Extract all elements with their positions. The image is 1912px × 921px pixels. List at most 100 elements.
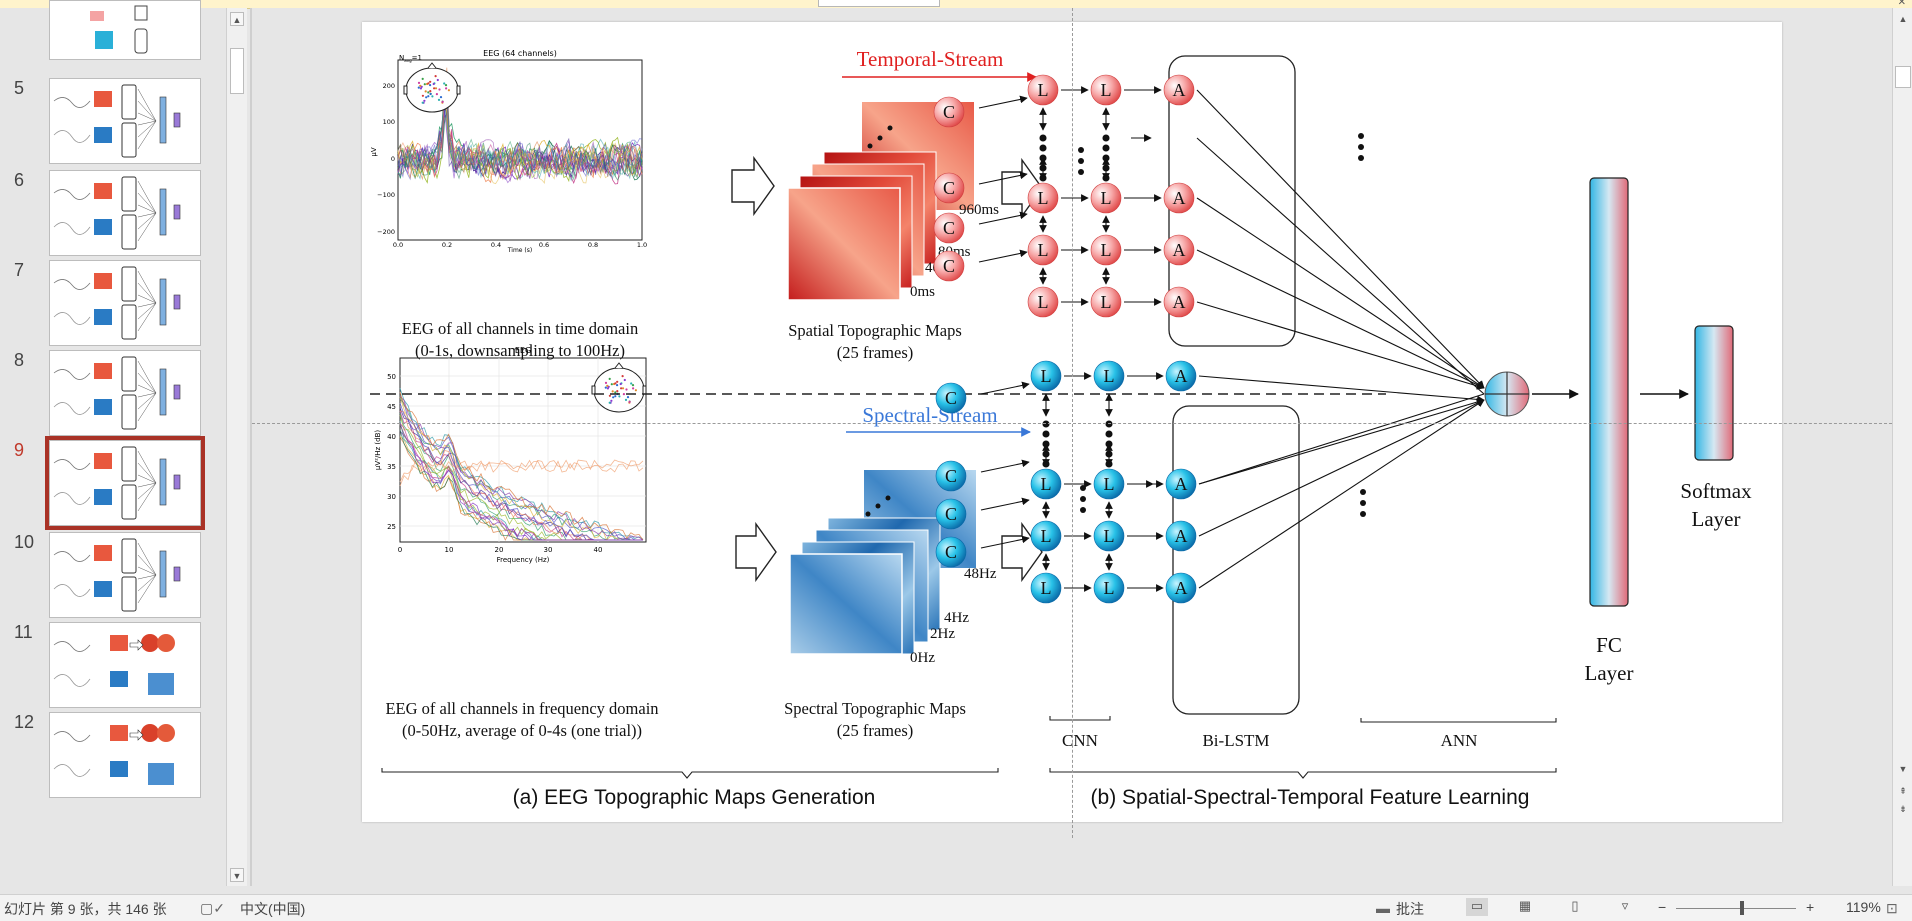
slide-thumbnail[interactable] <box>49 712 201 798</box>
next-slide-icon[interactable]: ⇟ <box>1899 804 1907 814</box>
temporal-stream-label: Temporal-Stream <box>857 47 1004 71</box>
slide-thumbnail[interactable] <box>49 350 201 436</box>
scroll-up-icon[interactable]: ▲ <box>1898 14 1908 24</box>
time-ytick: 200 <box>383 82 395 90</box>
slide-number: 10 <box>14 532 35 552</box>
slide-number: 12 <box>14 712 35 732</box>
scroll-thumb[interactable] <box>230 48 244 94</box>
svg-text:L: L <box>1104 474 1115 494</box>
notes-button[interactable]: 批注 <box>1396 901 1424 917</box>
panel-divider[interactable] <box>250 8 252 886</box>
cnn-node: C <box>935 536 967 568</box>
time-xtick: 0.0 <box>393 241 403 249</box>
freq-ytick: 40 <box>387 433 396 441</box>
scroll-down-icon[interactable]: ▼ <box>230 868 244 882</box>
slide-number: 5 <box>14 78 25 98</box>
reading-view-icon[interactable]: ▯ <box>1571 898 1579 913</box>
svg-text:C: C <box>945 504 957 524</box>
scroll-up-icon[interactable]: ▲ <box>230 12 244 26</box>
spectral-caption: Spectral Topographic Maps <box>784 699 966 718</box>
frame-label: 960ms <box>959 202 999 218</box>
svg-text:L: L <box>1041 578 1052 598</box>
lstm-node: L <box>1027 182 1059 214</box>
spectral-caption: (25 frames) <box>837 721 914 740</box>
zoom-slider-knob[interactable] <box>1740 901 1744 915</box>
ann-node: A <box>1163 234 1195 266</box>
freq-caption: (0-50Hz, average of 0-4s (one trial)) <box>402 721 642 740</box>
svg-text:L: L <box>1038 80 1049 100</box>
fc-label: Layer <box>1585 661 1634 685</box>
freq-caption: EEG of all channels in frequency domain <box>385 699 658 718</box>
freq-ytick: 25 <box>387 523 396 531</box>
scroll-thumb[interactable] <box>1895 66 1911 88</box>
frame-label: 2Hz <box>930 626 955 642</box>
slide-thumbnail[interactable] <box>49 260 201 346</box>
svg-text:C: C <box>945 542 957 562</box>
scroll-down-icon[interactable]: ▼ <box>1898 764 1908 774</box>
freq-plot-xunit: Frequency (Hz) <box>497 556 550 564</box>
svg-text:C: C <box>945 466 957 486</box>
svg-text:L: L <box>1041 366 1052 386</box>
language-indicator[interactable]: 中文(中国) <box>240 901 306 917</box>
svg-text:L: L <box>1104 578 1115 598</box>
hollow-arrow-icon <box>731 155 775 217</box>
freq-xtick: 40 <box>594 546 603 554</box>
svg-text:C: C <box>943 218 955 238</box>
frame-label: 4Hz <box>944 610 969 626</box>
spectral-topographic-maps: 48Hz 4Hz 2Hz 0Hz <box>789 470 997 666</box>
zoom-in-button[interactable]: + <box>1806 899 1815 915</box>
fc-layer-bar <box>1589 177 1629 607</box>
slide-thumbnail[interactable] <box>49 532 201 618</box>
svg-text:C: C <box>943 102 955 122</box>
lstm-node: L <box>1030 572 1062 604</box>
panel-a-title: (a) EEG Topographic Maps Generation <box>513 786 876 809</box>
frame-label: 48Hz <box>964 566 997 582</box>
time-xtick: 0.4 <box>491 241 501 249</box>
close-icon[interactable]: ✕ <box>1897 0 1906 8</box>
slide-thumbnail[interactable] <box>49 170 201 256</box>
ann-node: A <box>1163 74 1195 106</box>
slide-thumbnail[interactable] <box>49 0 201 60</box>
cnn-node: C <box>935 498 967 530</box>
lstm-node: L <box>1027 74 1059 106</box>
spellcheck-icon[interactable]: ▢✓ <box>200 900 225 916</box>
svg-text:L: L <box>1101 292 1112 312</box>
editor-scrollbar[interactable]: ▲ ▼ ⇞ ⇟ <box>1892 8 1912 886</box>
frame-label: 0Hz <box>910 650 935 666</box>
slideshow-icon[interactable]: ▿ <box>1621 898 1629 913</box>
svg-text:L: L <box>1101 188 1112 208</box>
lstm-node: L <box>1030 520 1062 552</box>
ann-node: A <box>1165 520 1197 552</box>
slide-sorter-icon[interactable]: ▦ <box>1518 898 1532 913</box>
thumbnail-scrollbar[interactable]: ▲ ▼ <box>226 8 247 886</box>
time-traces <box>397 67 643 185</box>
zoom-slider-track[interactable] <box>1676 908 1796 909</box>
svg-text:L: L <box>1104 526 1115 546</box>
svg-text:C: C <box>943 178 955 198</box>
freq-ytick: 30 <box>387 493 396 501</box>
slide-thumbnail[interactable] <box>49 622 201 708</box>
time-ytick: 0 <box>391 155 395 163</box>
prev-slide-icon[interactable]: ⇞ <box>1899 786 1907 796</box>
concatenate-node-icon <box>1484 371 1530 417</box>
lstm-node: L <box>1027 234 1059 266</box>
normal-view-icon[interactable]: ▭ <box>1466 898 1488 916</box>
svg-text:L: L <box>1101 240 1112 260</box>
guide-horizontal[interactable] <box>252 423 1892 424</box>
freq-plot-title: EEG <box>515 346 531 355</box>
svg-text:L: L <box>1041 474 1052 494</box>
slide-thumbnail[interactable] <box>45 436 205 530</box>
zoom-level[interactable]: 119% <box>1846 899 1881 915</box>
fit-slide-icon[interactable]: ⊡ <box>1886 900 1898 916</box>
ann-node: A <box>1163 182 1195 214</box>
time-xtick: 0.2 <box>442 241 452 249</box>
cnn-node: C <box>933 212 965 244</box>
slide-thumbnail[interactable] <box>49 78 201 164</box>
comment-icon[interactable]: ▬ <box>1376 900 1390 916</box>
fc-label: FC <box>1596 633 1622 657</box>
window-tab[interactable] <box>818 0 940 7</box>
cnn-node: C <box>933 172 965 204</box>
lstm-node: L <box>1093 572 1125 604</box>
slide-info[interactable]: 幻灯片 第 9 张，共 146 张 <box>4 901 167 917</box>
zoom-out-button[interactable]: − <box>1658 899 1667 915</box>
